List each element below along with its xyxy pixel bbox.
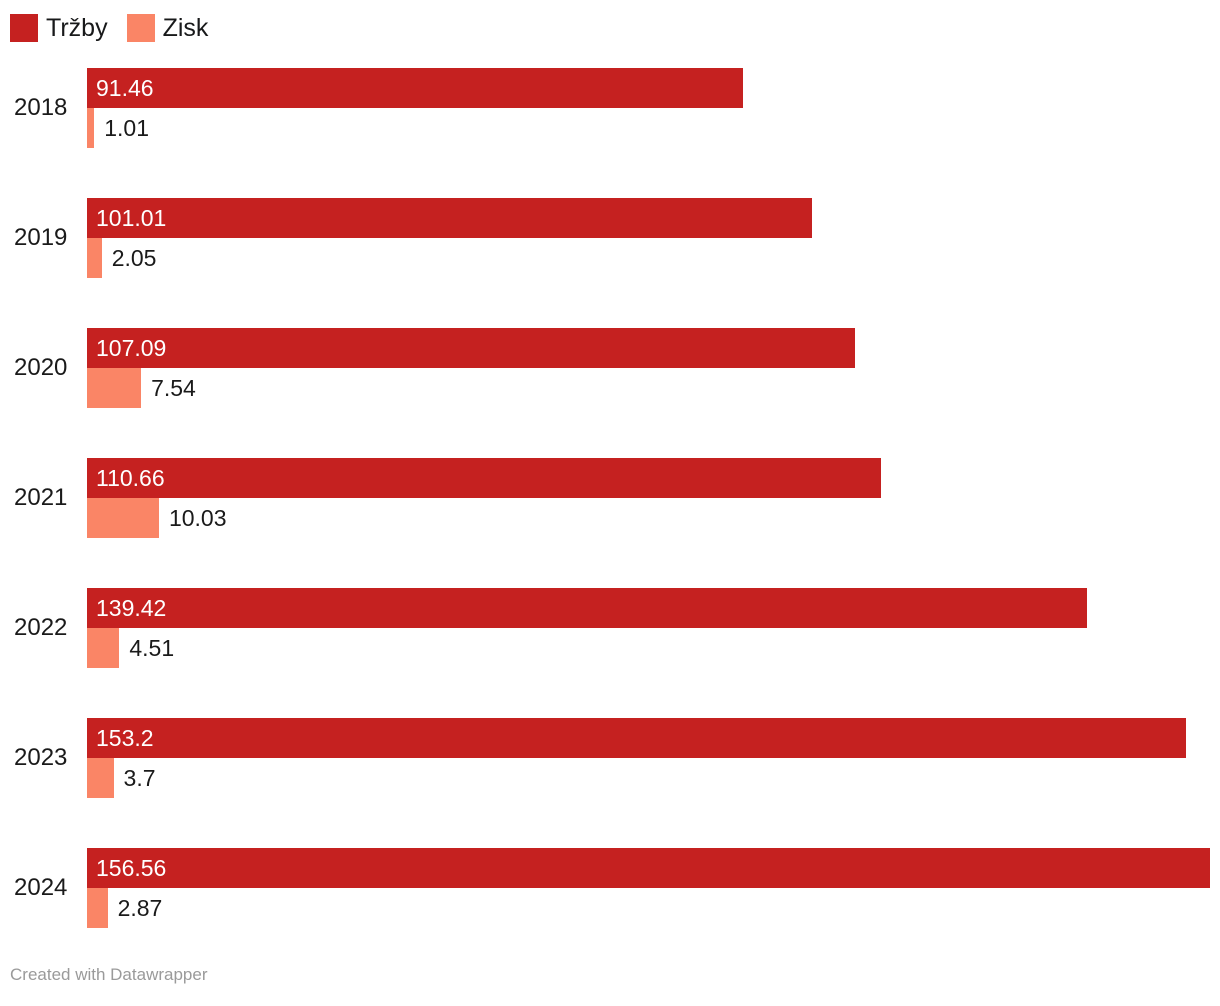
category-label: 2024 <box>14 874 68 901</box>
legend-item-zisk: Zisk <box>126 14 209 42</box>
zisk-value-label: 4.51 <box>129 635 175 661</box>
chart-legend: Tržby Zisk <box>0 0 1220 42</box>
zisk-value-label: 2.87 <box>117 895 163 921</box>
zisk-value-label: 3.7 <box>123 765 156 791</box>
zisk-bar <box>87 628 120 668</box>
zisk-bar <box>87 758 114 798</box>
trzby-bar: 153.2 <box>87 718 1186 758</box>
trzby-swatch-icon <box>10 14 38 42</box>
trzby-bar: 107.09 <box>87 328 856 368</box>
zisk-value-label: 7.54 <box>151 375 196 401</box>
zisk-bar <box>87 368 142 408</box>
trzby-bar: 139.42 <box>87 588 1088 628</box>
category-label: 2019 <box>14 224 68 251</box>
zisk-value-label: 10.03 <box>168 505 227 531</box>
legend-item-trzby: Tržby <box>10 14 108 42</box>
trzby-value-label: 153.2 <box>96 725 154 751</box>
datawrapper-credit-link[interactable]: Created with Datawrapper <box>10 965 208 984</box>
chart-area: 2018 91.46 1.01 2019 101.01 2.05 2020 10… <box>0 68 1220 928</box>
chart-row: 2019 101.01 2.05 <box>0 198 1220 278</box>
legend-label-trzby: Tržby <box>46 14 108 42</box>
chart-footer: Created with Datawrapper <box>0 965 1220 985</box>
category-label: 2020 <box>14 354 68 381</box>
trzby-value-label: 156.56 <box>96 855 167 881</box>
category-label: 2021 <box>14 484 68 511</box>
trzby-value-label: 110.66 <box>96 465 165 491</box>
zisk-bar <box>87 498 159 538</box>
chart-row: 2020 107.09 7.54 <box>0 328 1220 408</box>
category-label: 2018 <box>14 94 68 121</box>
trzby-bar: 91.46 <box>87 68 744 108</box>
bar-group: 153.2 3.7 <box>87 718 1220 798</box>
category-label: 2022 <box>14 614 68 641</box>
chart-row: 2022 139.42 4.51 <box>0 588 1220 668</box>
bar-group: 156.56 2.87 <box>87 848 1220 928</box>
trzby-bar: 101.01 <box>87 198 812 238</box>
zisk-value-label: 2.05 <box>111 245 157 271</box>
trzby-bar: 156.56 <box>87 848 1210 888</box>
trzby-value-label: 139.42 <box>96 595 167 621</box>
chart-row: 2018 91.46 1.01 <box>0 68 1220 148</box>
trzby-value-label: 91.46 <box>96 75 154 101</box>
chart-row: 2023 153.2 3.7 <box>0 718 1220 798</box>
zisk-bar <box>87 888 108 928</box>
trzby-value-label: 101.01 <box>96 205 167 231</box>
legend-label-zisk: Zisk <box>162 14 209 42</box>
bar-group: 110.66 10.03 <box>87 458 1220 538</box>
zisk-value-label: 1.01 <box>104 115 149 141</box>
bar-group: 101.01 2.05 <box>87 198 1220 278</box>
trzby-value-label: 107.09 <box>96 335 167 361</box>
zisk-bar <box>87 108 95 148</box>
category-label: 2023 <box>14 744 68 771</box>
bar-group: 107.09 7.54 <box>87 328 1220 408</box>
bar-group: 91.46 1.01 <box>87 68 1220 148</box>
bar-group: 139.42 4.51 <box>87 588 1220 668</box>
zisk-swatch-icon <box>126 14 155 42</box>
chart-row: 2021 110.66 10.03 <box>0 458 1220 538</box>
zisk-bar <box>87 238 102 278</box>
trzby-bar: 110.66 <box>87 458 881 498</box>
chart-row: 2024 156.56 2.87 <box>0 848 1220 928</box>
